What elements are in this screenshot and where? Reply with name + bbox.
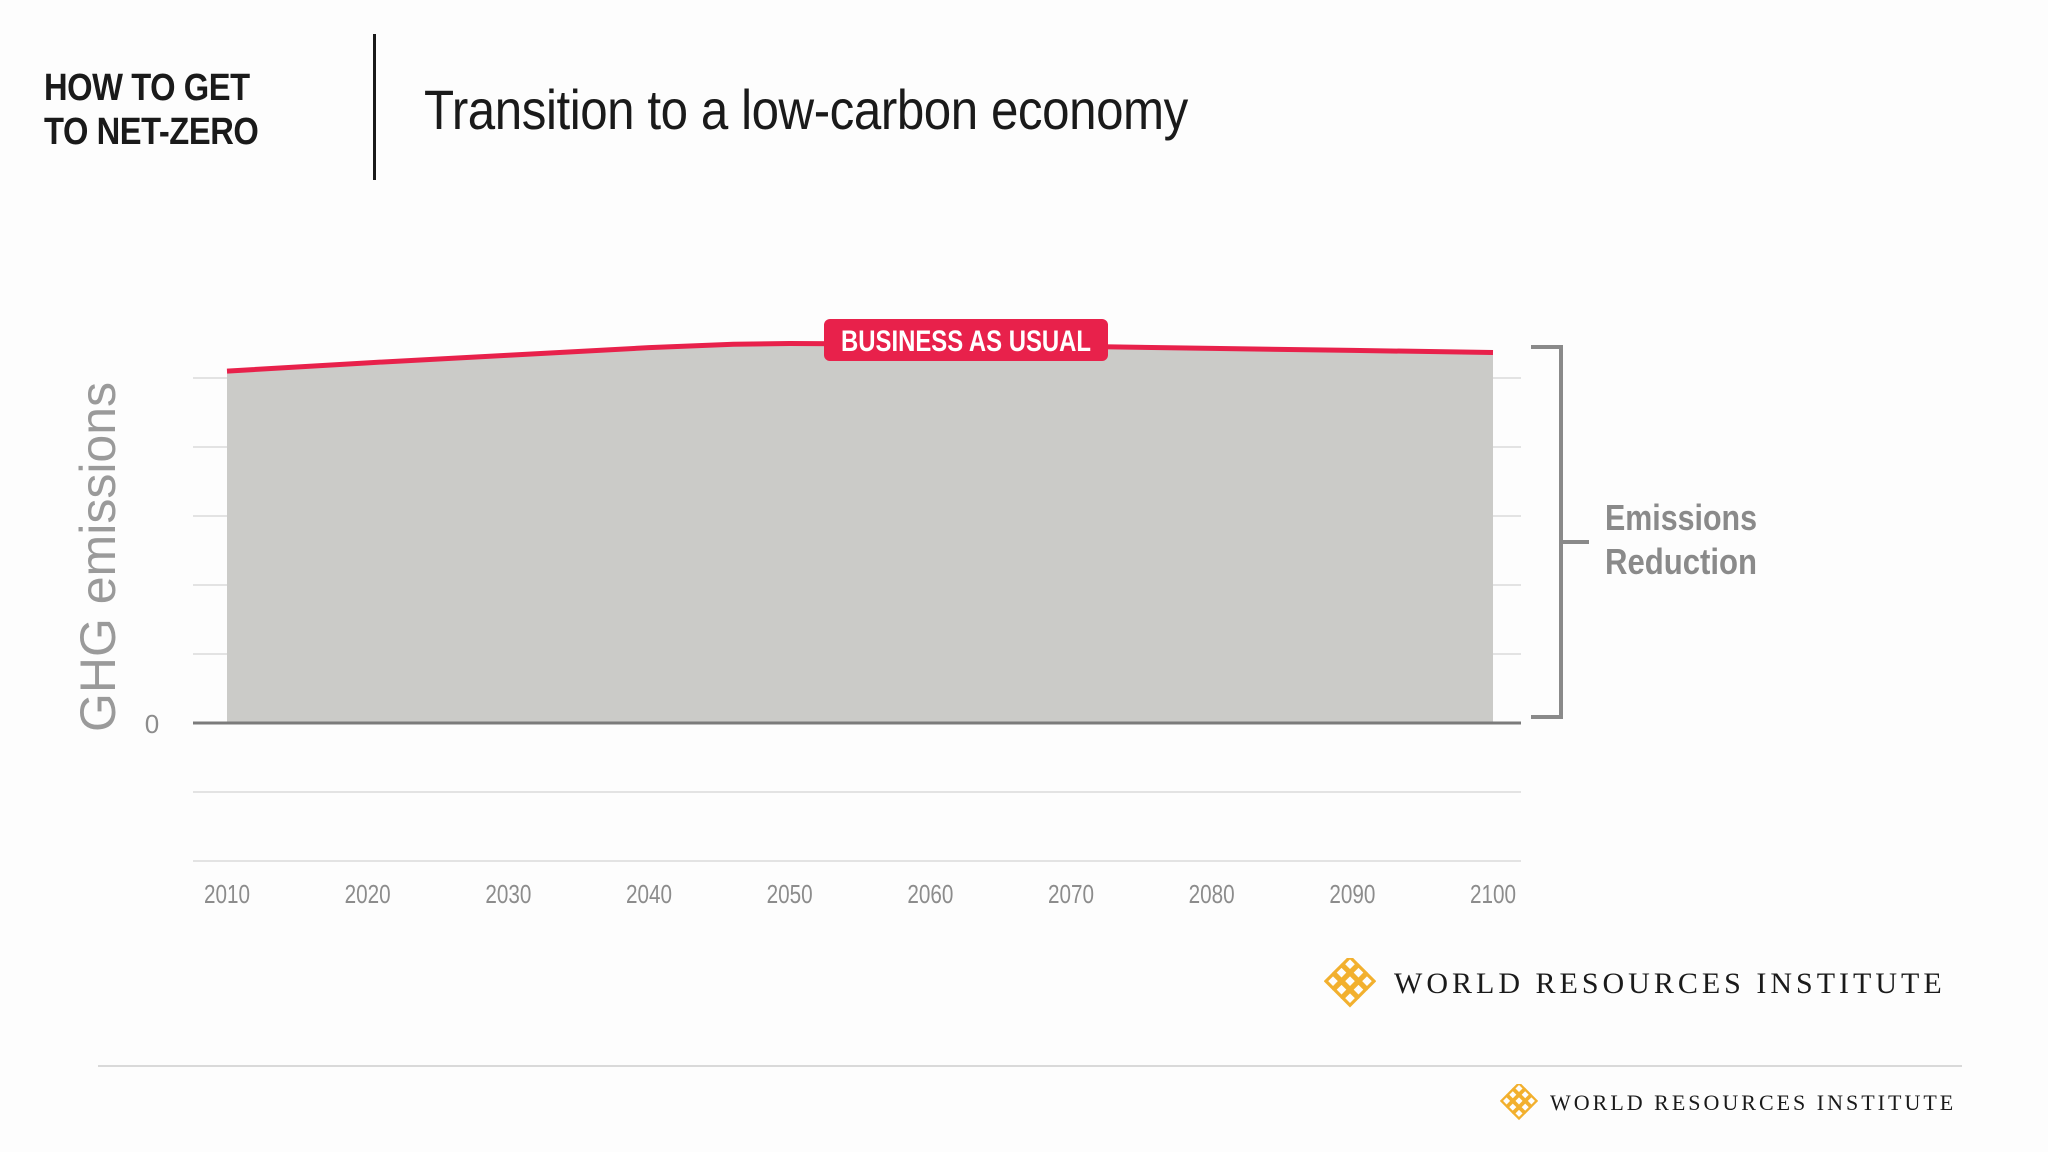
bau-label: BUSINESS AS USUAL (841, 325, 1091, 358)
x-tick-label: 2050 (767, 879, 813, 909)
x-tick-label: 2100 (1470, 879, 1516, 909)
wri-lattice-icon (1500, 1084, 1538, 1121)
x-tick-label: 2010 (204, 879, 250, 909)
x-tick-label: 2060 (907, 879, 953, 909)
x-tick-label: 2030 (485, 879, 531, 909)
bau-label-pill (824, 319, 1108, 361)
x-tick-label: 2040 (626, 879, 672, 909)
x-tick-label: 2070 (1048, 879, 1094, 909)
series-title: HOW TO GET TO NET-ZERO (44, 66, 259, 154)
emissions-reduction-label: Emissions (1605, 497, 1757, 538)
series-title-line1: HOW TO GET (44, 67, 250, 109)
reduction-bracket (1531, 345, 1563, 719)
x-tick-label: 2090 (1329, 879, 1375, 909)
series-title-line2: TO NET-ZERO (44, 111, 259, 153)
wri-logo-text: WORLD RESOURCES INSTITUTE (1394, 967, 1946, 1000)
emissions-reduction-label: Reduction (1605, 541, 1757, 582)
x-tick-label: 2020 (345, 879, 391, 909)
title-divider (373, 34, 376, 180)
bau-line (226, 341, 1494, 374)
wri-lattice-icon (1324, 958, 1376, 1008)
x-tick-label: 2080 (1189, 879, 1235, 909)
y-tick-label: 0 (145, 709, 159, 739)
footer-divider (98, 1065, 1962, 1067)
chart-title: Transition to a low-carbon economy (424, 78, 1188, 141)
emissions-area (227, 343, 1493, 723)
y-axis-label: GHG emissions (70, 382, 126, 732)
wri-logo: WORLD RESOURCES INSTITUTE (1324, 958, 1946, 1010)
wri-footer-logo-text: WORLD RESOURCES INSTITUTE (1550, 1090, 1957, 1115)
wri-footer-logo: WORLD RESOURCES INSTITUTE (1500, 1084, 1956, 1122)
